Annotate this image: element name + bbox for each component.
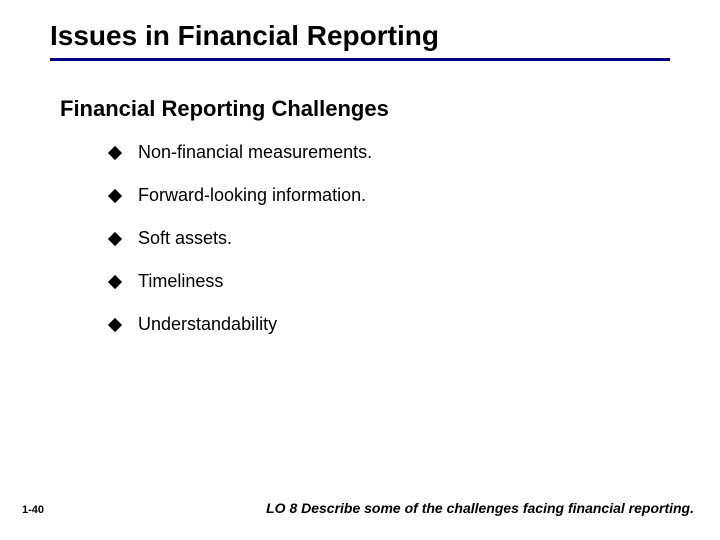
list-item: Timeliness [110, 271, 720, 292]
footer-learning-objective: LO 8 Describe some of the challenges fac… [266, 500, 694, 516]
list-item: Understandability [110, 314, 720, 335]
diamond-bullet-icon [108, 145, 122, 159]
list-item: Forward-looking information. [110, 185, 720, 206]
list-item: Non-financial measurements. [110, 142, 720, 163]
diamond-bullet-icon [108, 274, 122, 288]
diamond-bullet-icon [108, 317, 122, 331]
bullet-text: Timeliness [138, 271, 223, 292]
bullet-text: Forward-looking information. [138, 185, 366, 206]
bullet-text: Soft assets. [138, 228, 232, 249]
slide: Issues in Financial Reporting Financial … [0, 0, 720, 540]
page-number: 1-40 [22, 504, 44, 516]
diamond-bullet-icon [108, 188, 122, 202]
title-block: Issues in Financial Reporting [0, 20, 720, 61]
slide-title: Issues in Financial Reporting [50, 20, 670, 58]
bullet-text: Understandability [138, 314, 277, 335]
bullet-list: Non-financial measurements. Forward-look… [0, 142, 720, 335]
list-item: Soft assets. [110, 228, 720, 249]
bullet-text: Non-financial measurements. [138, 142, 372, 163]
diamond-bullet-icon [108, 231, 122, 245]
subheading: Financial Reporting Challenges [0, 61, 720, 142]
